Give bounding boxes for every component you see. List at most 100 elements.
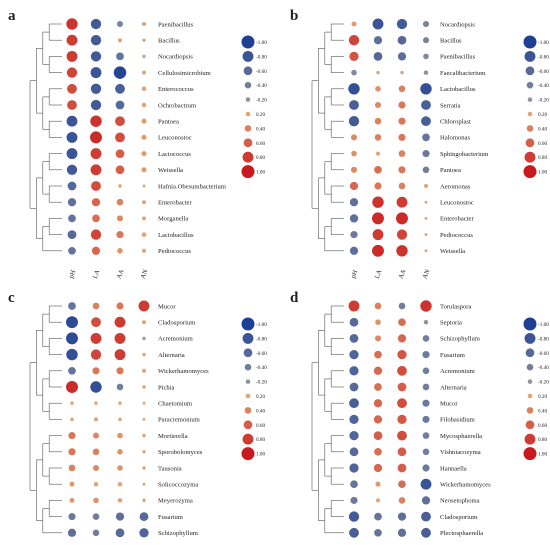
bubble [115,149,125,158]
bubble [113,66,127,79]
legend-swatch [245,379,251,384]
bubble [142,54,146,59]
bubble [117,248,123,254]
legend-swatch [526,407,534,414]
bubble [114,349,126,361]
bubble [93,481,99,487]
legend-label: 1.00 [256,452,265,458]
row-label: Plectosphaerella [440,530,483,537]
legend-label: -1.00 [256,40,267,46]
row-label: Cladosporium [440,514,478,521]
row-label: Bacillus [440,38,462,45]
bubble [90,35,102,46]
bubble [376,151,380,156]
legend-swatch [523,317,537,331]
bubble [116,302,124,310]
column-label: LA [92,269,102,280]
row-label: Vishniacozyma [440,449,481,456]
bubble [423,53,429,60]
row-label: Enterobacter [158,200,192,207]
bubble [422,351,430,359]
bubble [92,367,100,375]
row-label: Pantoea [158,119,179,126]
legend-label: -0.80 [538,54,549,60]
bubble [66,115,78,127]
bubble [421,116,431,127]
bubble [423,319,429,325]
row-label: Hafnia.Obesumbacterium [158,183,227,190]
bubble [351,21,357,27]
legend-label: -0.40 [256,365,267,371]
bubble [396,212,408,225]
bubble [422,367,430,375]
bubble [66,67,78,78]
bubble [349,349,359,360]
bubble [114,332,126,344]
bubble [422,399,430,407]
legend-label: -0.80 [256,54,267,60]
bubble [349,430,359,441]
legend-swatch [242,50,254,62]
row-label: Aeromonas [440,183,471,190]
bubble [420,300,432,312]
bubble [397,382,407,392]
bubble [349,414,359,425]
bubble [374,335,382,342]
legend-swatch [524,332,536,344]
bubble [142,336,146,341]
panel-c: c Mucor Cladosporium Acremonium Alternaria Wi… [8,290,267,538]
bubble [117,432,123,439]
panel-letter: c [8,290,15,306]
bubble [142,368,146,373]
bubble [397,528,407,537]
row-label: Meyerozyma [158,498,193,505]
bubble [349,366,359,376]
row-label: Lactobacillus [158,232,194,239]
bubble [422,166,430,174]
bubble [373,366,383,375]
bubble [424,184,428,188]
bubble [142,466,146,470]
legend-swatch [243,420,253,430]
bubble [350,231,358,239]
bubble [92,464,100,472]
bubble [374,528,382,537]
legend-swatch [524,433,536,445]
bubble [142,216,146,221]
bubble [94,417,98,422]
bubble [90,67,102,79]
row-label: Pichia [158,384,175,391]
row-label: Nocardiopsis [440,21,475,28]
legend-label: -1.00 [256,322,267,328]
row-label: Weissella [158,167,183,174]
bubble [68,246,76,255]
bubble [115,132,125,143]
column-label: AN [422,268,432,280]
bubble [92,214,100,223]
bubble [138,300,150,312]
bubble [398,318,406,327]
bubble [90,131,102,144]
bubble [66,316,78,329]
bubble [396,245,408,257]
row-label: Filobasidium [440,417,476,424]
bubble [115,528,125,538]
bubble [349,100,359,110]
row-label: Faecalibacterium [440,70,486,77]
panel-a: a Paenibacillus Bacillus Nocardiopsis Cellul… [8,8,267,280]
bubble [116,198,124,206]
bubble [66,381,78,393]
row-label: Schizophyllum [158,530,199,537]
legend-label: 0.80 [256,437,265,443]
bubble [92,432,100,439]
row-label: Leuconostoc [158,135,192,142]
legend-swatch [243,138,253,148]
dendrogram [29,23,62,252]
bubble [90,83,102,94]
bubble [397,414,407,425]
legend-label: 0.20 [256,112,265,118]
row-label: Leuconostoc [440,200,474,207]
column-label: AN [140,268,150,280]
legend-label: 0.40 [256,126,265,132]
legend-swatch [245,111,251,117]
